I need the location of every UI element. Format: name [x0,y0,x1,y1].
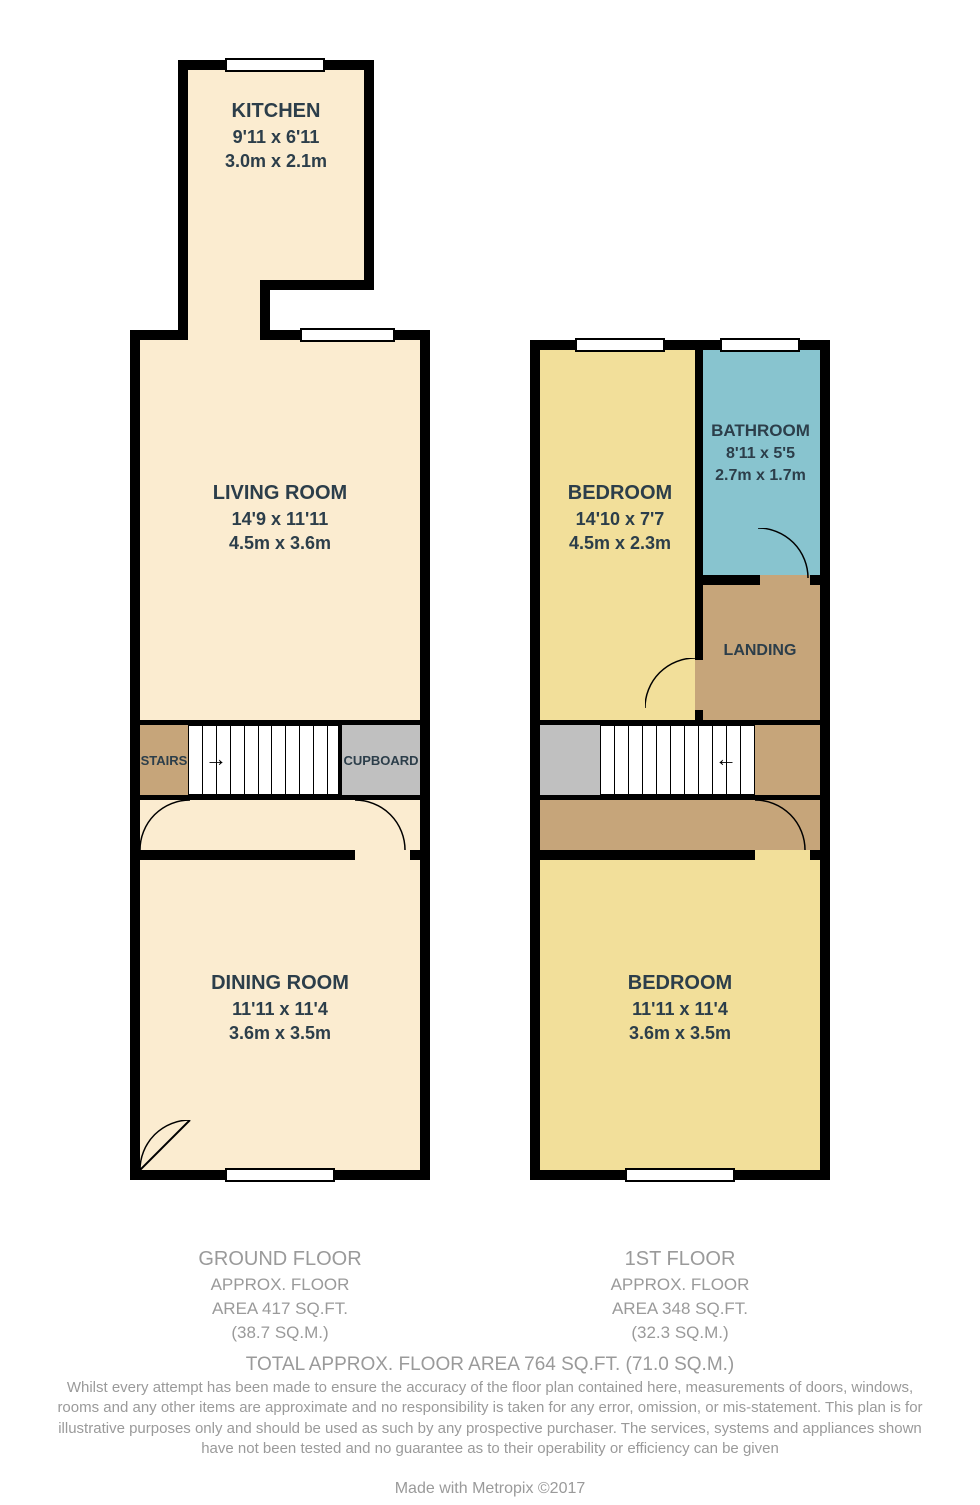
window-living-rear [300,328,395,342]
footer-disclaimer: Whilst every attempt has been made to en… [50,1378,930,1459]
footer-first: 1ST FLOOR APPROX. FLOOR AREA 348 SQ.FT. … [530,1245,830,1344]
dining-dim-imp: 11'11 x 11'4 [140,997,420,1021]
footer-first-l4: (32.3 SQ.M.) [530,1321,830,1345]
window-bathroom [720,338,800,352]
footer-first-l2: APPROX. FLOOR [530,1273,830,1297]
label-bedroom2: BEDROOM 11'11 x 11'4 3.6m x 3.5m [540,970,820,1046]
label-cupboard: CUPBOARD [342,753,420,768]
bedroom1-dim-imp: 14'10 x 7'7 [530,507,710,531]
door-hall-living [140,800,195,855]
footer-credit: Made with Metropix ©2017 [0,1478,980,1500]
label-bedroom1: BEDROOM 14'10 x 7'7 4.5m x 2.3m [530,480,710,556]
footer-ground-title: GROUND FLOOR [130,1245,430,1273]
passage-kitchen-living [188,280,260,340]
window-kitchen [225,58,325,72]
footer-ground-l4: (38.7 SQ.M.) [130,1321,430,1345]
footer-ground: GROUND FLOOR APPROX. FLOOR AREA 417 SQ.F… [130,1245,430,1344]
footer-ground-l3: AREA 417 SQ.FT. [130,1297,430,1321]
dining-name: DINING ROOM [140,970,420,997]
floorplan-canvas: → KITCHEN 9'11 x 6'11 3.0m x 2.1m LIVING… [0,0,980,1505]
window-bedroom1 [575,338,665,352]
label-stairs: STAIRS [139,753,189,768]
stair-landing-ff [755,725,820,795]
bedroom2-dim-m: 3.6m x 3.5m [540,1021,820,1045]
living-dim-m: 4.5m x 3.6m [140,531,420,555]
living-name: LIVING ROOM [140,480,420,507]
bedroom2-name: BEDROOM [540,970,820,997]
footer-total: TOTAL APPROX. FLOOR AREA 764 SQ.FT. (71.… [0,1352,980,1379]
stair-void-ff [540,725,600,795]
kitchen-name: KITCHEN [188,98,364,125]
bathroom-dim-imp: 8'11 x 5'5 [693,443,828,465]
label-dining: DINING ROOM 11'11 x 11'4 3.6m x 3.5m [140,970,420,1046]
living-dim-imp: 14'9 x 11'11 [140,507,420,531]
label-kitchen: KITCHEN 9'11 x 6'11 3.0m x 2.1m [188,98,364,174]
window-bedroom2 [625,1168,735,1182]
stairs-arrow-gf: → [205,746,227,772]
footer-credit-text: Made with Metropix ©2017 [395,1480,586,1497]
footer-first-l3: AREA 348 SQ.FT. [530,1297,830,1321]
bathroom-name: BATHROOM [693,420,828,443]
footer-first-title: 1ST FLOOR [530,1245,830,1273]
door-dining-front [140,1120,200,1180]
stairs-arrow-ff: ← [715,746,737,772]
door-bedroom1 [645,658,700,713]
door-bathroom [758,528,813,583]
kitchen-dim-m: 3.0m x 2.1m [188,149,364,173]
footer-total-text: TOTAL APPROX. FLOOR AREA 764 SQ.FT. (71.… [246,1354,735,1375]
window-dining-front [225,1168,335,1182]
label-living: LIVING ROOM 14'9 x 11'11 4.5m x 3.6m [140,480,420,556]
bathroom-dim-m: 2.7m x 1.7m [693,465,828,487]
label-landing: LANDING [700,640,820,662]
dining-dim-m: 3.6m x 3.5m [140,1021,420,1045]
kitchen-dim-imp: 9'11 x 6'11 [188,125,364,149]
door-bedroom2 [755,800,810,855]
label-bathroom: BATHROOM 8'11 x 5'5 2.7m x 1.7m [693,420,828,486]
bedroom1-name: BEDROOM [530,480,710,507]
landing-name: LANDING [700,640,820,662]
footer-ground-l2: APPROX. FLOOR [130,1273,430,1297]
door-dining-hall [355,800,410,855]
bedroom1-dim-m: 4.5m x 2.3m [530,531,710,555]
bedroom2-dim-imp: 11'11 x 11'4 [540,997,820,1021]
